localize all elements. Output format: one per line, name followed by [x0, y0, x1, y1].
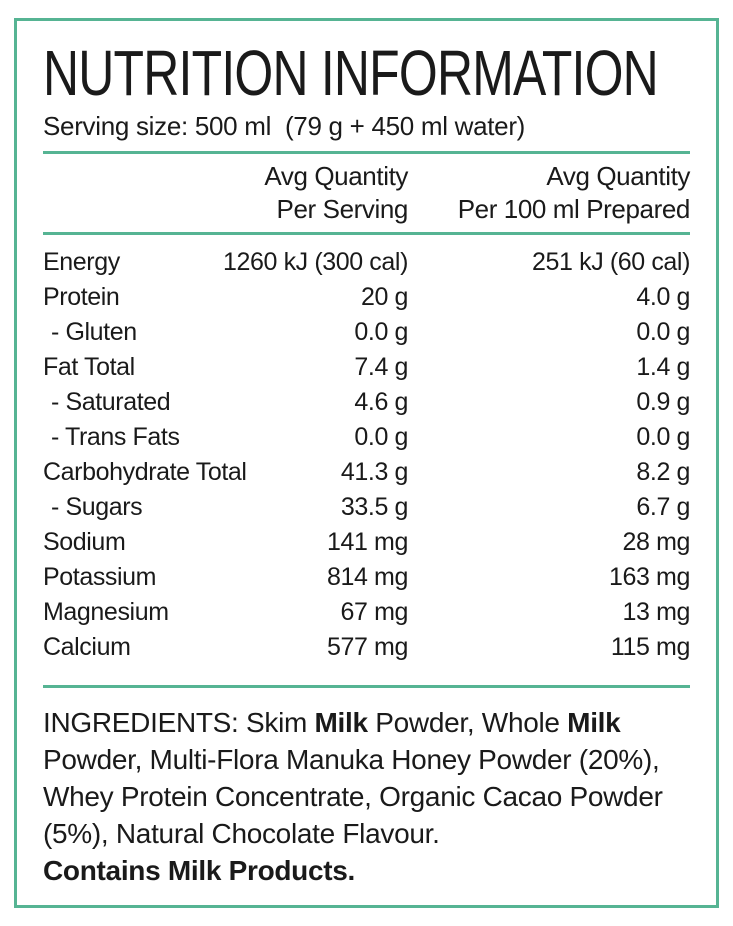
nutrition-information-panel: NUTRITION INFORMATION Serving size: 500 … [14, 18, 719, 908]
per-100ml-value: 0.9 g [636, 388, 690, 416]
nutrient-row: - Saturated 4.6 g 0.9 g [43, 385, 690, 420]
nutrient-name: Calcium [43, 633, 131, 661]
column-header-per-100ml: Avg Quantity Per 100 ml Prepared [408, 160, 691, 226]
per-serving-value: 0.0 g [354, 423, 408, 451]
per-100ml-value: 8.2 g [636, 458, 690, 486]
nutrient-name: Magnesium [43, 598, 169, 626]
per-serving-value: 33.5 g [340, 493, 409, 521]
nutrient-row: Carbohydrate Total 41.3 g 8.2 g [43, 455, 690, 490]
per-100ml-value: 0.0 g [636, 423, 690, 451]
divider-top [43, 151, 690, 154]
nutrient-row: Fat Total 7.4 g 1.4 g [43, 350, 690, 385]
nutrient-table: Energy 1260 kJ (300 cal) 251 kJ (60 cal) Pr… [43, 245, 690, 665]
ingredients-segment: Milk [314, 707, 369, 738]
ingredients-segment: Powder, Multi-Flora Manuka Honey Powder … [43, 744, 663, 849]
per-serving-value: 577 mg [327, 633, 408, 661]
nutrient-row: Potassium 814 mg 163 mg [43, 560, 690, 595]
per-100ml-value: 6.7 g [636, 493, 690, 521]
nutrient-name: Energy [43, 248, 120, 276]
per-100ml-value: 0.0 g [636, 318, 690, 346]
per-100ml-value: 28 mg [622, 528, 691, 556]
per-100ml-value: 251 kJ (60 cal) [532, 248, 690, 276]
nutrient-row: - Sugars 33.5 g 6.7 g [43, 490, 690, 525]
nutrient-row: Magnesium 67 mg 13 mg [43, 595, 690, 630]
divider-header [43, 232, 690, 235]
nutrient-row: Protein 20 g 4.0 g [43, 280, 690, 315]
nutrient-name: - Gluten [51, 318, 137, 346]
per-100ml-value: 13 mg [622, 598, 691, 626]
per-serving-value: 141 mg [327, 528, 408, 556]
nutrient-name: Fat Total [43, 353, 135, 381]
per-serving-value: 41.3 g [340, 458, 409, 486]
divider-ingredients [43, 685, 690, 688]
ingredients-text: INGREDIENTS: Skim Milk Powder, Whole Mil… [43, 704, 690, 889]
nutrient-row: Energy 1260 kJ (300 cal) 251 kJ (60 cal) [43, 245, 690, 280]
per-serving-value: 1260 kJ (300 cal) [223, 248, 408, 276]
per-serving-value: 20 g [360, 283, 408, 311]
nutrient-row: Sodium 141 mg 28 mg [43, 525, 690, 560]
per-serving-value: 4.6 g [354, 388, 408, 416]
nutrient-row: - Gluten 0.0 g 0.0 g [43, 315, 690, 350]
panel-title: NUTRITION INFORMATION [43, 37, 659, 109]
ingredients-segment: Powder, Whole [367, 707, 568, 738]
per-serving-value: 0.0 g [354, 318, 408, 346]
serving-size-text: Serving size: 500 ml (79 g + 450 ml wate… [43, 111, 526, 141]
nutrient-row: - Trans Fats 0.0 g 0.0 g [43, 420, 690, 455]
column-header-per-100ml-line1: Avg Quantity [546, 161, 690, 191]
per-100ml-value: 1.4 g [636, 353, 690, 381]
ingredients-segment: Milk [567, 707, 621, 738]
nutrient-name: - Saturated [51, 388, 171, 416]
per-100ml-value: 4.0 g [636, 283, 690, 311]
per-100ml-value: 115 mg [610, 633, 691, 661]
ingredients-segment: INGREDIENTS: Skim [43, 707, 315, 738]
column-header-per-100ml-line2: Per 100 ml Prepared [457, 194, 691, 224]
nutrient-name: Carbohydrate Total [43, 458, 247, 486]
per-serving-value: 814 mg [327, 563, 408, 591]
column-header-per-serving: Avg Quantity Per Serving [43, 160, 408, 226]
nutrient-name: - Trans Fats [51, 423, 180, 451]
table-header: Avg Quantity Per Serving Avg Quantity Pe… [43, 154, 690, 232]
column-header-per-serving-line1: Avg Quantity [264, 161, 408, 191]
column-header-per-serving-line2: Per Serving [276, 194, 409, 224]
ingredients-segment: Contains Milk Products. [43, 855, 356, 886]
per-serving-value: 7.4 g [354, 353, 408, 381]
nutrient-name: Sodium [43, 528, 126, 556]
per-100ml-value: 163 mg [609, 563, 690, 591]
nutrient-name: - Sugars [51, 493, 143, 521]
nutrient-name: Protein [43, 283, 120, 311]
nutrient-name: Potassium [43, 563, 157, 591]
nutrient-row: Calcium 577 mg 115 mg [43, 630, 690, 665]
per-serving-value: 67 mg [340, 598, 409, 626]
